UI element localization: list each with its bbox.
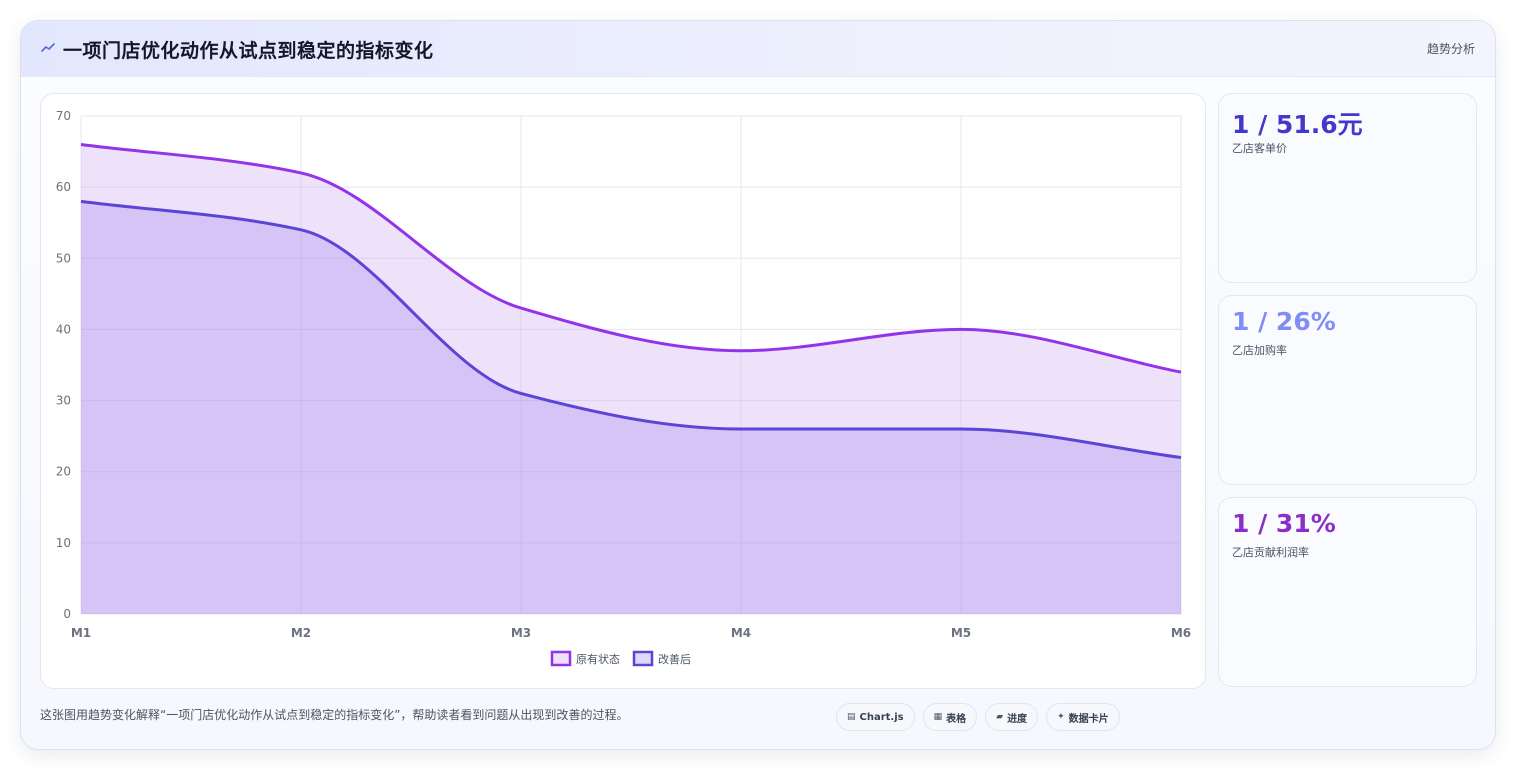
series-area (81, 144, 1181, 614)
area-chart: 0 10 20 30 40 50 60 70 M1 M2 M3 M4 M5 M6 原有状态 改善后 (56, 109, 1191, 667)
chart-icon: ▤ (847, 712, 856, 722)
chip-table[interactable]: ▦ 表格 (922, 703, 978, 731)
y-tick-label: 20 (56, 465, 71, 479)
chip-label: 数据卡片 (1068, 713, 1109, 725)
chip-progress[interactable]: ▰ 进度 (985, 703, 1039, 731)
dashboard-card: 一项门店优化动作从试点到稳定的指标变化 趋势分析 0 10 20 30 40 50 60 70… (20, 20, 1496, 750)
kpi-label: 乙店加购率 (1232, 344, 1287, 357)
x-tick-label: M2 (291, 626, 311, 640)
card-header: 一项门店优化动作从试点到稳定的指标变化 趋势分析 (21, 21, 1495, 77)
chip-label: 表格 (946, 713, 967, 725)
kpi-label: 乙店贡献利润率 (1232, 546, 1309, 559)
y-tick-label: 50 (56, 251, 71, 265)
x-tick-label: M6 (1171, 626, 1191, 640)
page-title: 一项门店优化动作从试点到稳定的指标变化 (63, 40, 434, 62)
tech-chips: ▤ Chart.js ▦ 表格 ▰ 进度 ✦ 数据卡片 (836, 703, 1120, 731)
y-tick-label: 30 (56, 394, 71, 408)
kpi-card-profit-margin: 1 / 31% 乙店贡献利润率 (1218, 497, 1477, 687)
x-tick-label: M3 (511, 626, 531, 640)
series-line (80, 142, 1182, 374)
y-tick-label: 70 (56, 109, 71, 123)
series-line (80, 199, 1182, 459)
x-tick-label: M5 (951, 626, 971, 640)
chart-description: 这张图用趋势变化解释“一项门店优化动作从试点到稳定的指标变化”，帮助读者看到问题… (40, 708, 629, 722)
series-area (81, 201, 1181, 614)
progress-icon: ▰ (996, 712, 1004, 722)
kpi-card-avg-order: 1 / 51.6元 乙店客单价 (1218, 93, 1477, 283)
table-icon: ▦ (933, 712, 943, 722)
kpi-label: 乙店客单价 (1232, 142, 1287, 155)
kpi-value: 1 / 31% (1232, 509, 1336, 538)
chip-label: 进度 (1007, 713, 1028, 725)
legend-swatch (550, 650, 572, 667)
legend-swatch (632, 650, 654, 667)
category-tag: 趋势分析 (1426, 42, 1475, 56)
x-tick-label: M1 (71, 626, 91, 640)
x-tick-label: M4 (731, 626, 751, 640)
legend-label: 改善后 (658, 652, 691, 666)
trend-line-icon (41, 43, 55, 52)
y-tick-label: 40 (56, 322, 71, 336)
kpi-value: 1 / 26% (1232, 307, 1336, 336)
legend-label: 原有状态 (576, 652, 620, 666)
sparkle-icon: ✦ (1057, 712, 1065, 722)
y-tick-label: 0 (63, 607, 71, 621)
chart-panel: 0 10 20 30 40 50 60 70 M1 M2 M3 M4 M5 M6 原有状态 改善后 (40, 93, 1206, 689)
chip-data-cards[interactable]: ✦ 数据卡片 (1046, 703, 1120, 731)
chip-chartjs[interactable]: ▤ Chart.js (836, 703, 915, 731)
kpi-value: 1 / 51.6元 (1232, 110, 1363, 139)
kpi-card-add-to-cart: 1 / 26% 乙店加购率 (1218, 295, 1477, 485)
y-tick-label: 60 (56, 180, 71, 194)
y-tick-label: 10 (56, 536, 71, 550)
chip-label: Chart.js (859, 711, 904, 723)
